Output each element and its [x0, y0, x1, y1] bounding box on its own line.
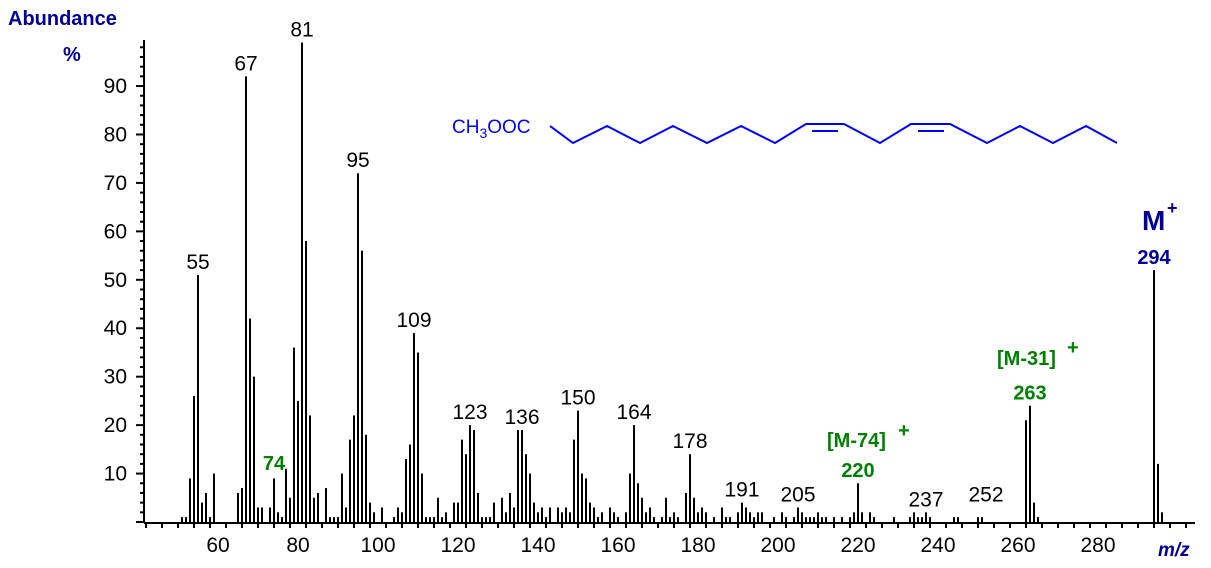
x-tick-label: 240: [920, 534, 955, 557]
svg-text:+: +: [898, 420, 910, 442]
y-tick-label: 20: [104, 414, 127, 437]
peak-label: 294: [1137, 247, 1171, 269]
svg-text:[M-31]: [M-31]: [997, 348, 1056, 370]
x-tick-label: 220: [840, 534, 875, 557]
peak-label: 220: [841, 460, 874, 482]
x-tick-label: 120: [440, 534, 475, 557]
svg-text:+: +: [1167, 198, 1178, 218]
peak-label: 109: [396, 309, 431, 332]
x-tick-label: 60: [206, 534, 229, 557]
peak-label: 136: [504, 406, 539, 429]
peak-label: 191: [724, 479, 759, 502]
y-tick-label: 30: [104, 366, 127, 389]
x-tick-label: 200: [760, 534, 795, 557]
y-tick-label: 80: [104, 123, 127, 146]
peak-annotations: 55 67 74 81 95 109 123 136 150 164 178 191 205 220 237…: [186, 18, 1171, 511]
peak-label: 252: [968, 483, 1003, 506]
svg-text:M: M: [1142, 205, 1165, 236]
y-tick-label: 10: [104, 463, 127, 486]
x-tick-label: 160: [600, 534, 635, 557]
peak-label: 237: [908, 488, 943, 511]
svg-text:+: +: [1067, 337, 1079, 359]
peak-label: 81: [290, 18, 313, 41]
peak-label: 164: [616, 401, 651, 424]
x-tick-label: 180: [680, 534, 715, 557]
x-tick-label: 80: [286, 534, 309, 557]
x-tick-label: 100: [360, 534, 395, 557]
peak-label: 95: [346, 149, 369, 172]
peak-bars: [181, 42, 1163, 522]
molecule-structure: CH3OOC: [452, 117, 1118, 145]
peak-label: 150: [560, 387, 595, 410]
y-tick-label: 70: [104, 172, 127, 195]
fragment-label-m74: [M-74] +: [827, 420, 910, 452]
peak-label: 123: [452, 401, 487, 424]
x-tick-label: 280: [1080, 534, 1115, 557]
ester-formula: CH3OOC: [452, 117, 531, 141]
peak-label: 55: [186, 251, 209, 274]
y-tick-label: 90: [104, 75, 127, 98]
peak-label: 74: [263, 453, 286, 475]
fragment-label-m31: [M-31] +: [997, 337, 1079, 370]
peak-label: 263: [1013, 383, 1046, 405]
molecular-ion-label: M +: [1142, 198, 1178, 236]
svg-text:[M-74]: [M-74]: [827, 430, 886, 452]
y-tick-label: 60: [104, 220, 127, 243]
x-tick-label: 140: [520, 534, 555, 557]
y-axis-title: Abundance: [8, 8, 117, 30]
y-tick-label: 40: [104, 317, 127, 340]
x-axis-title: m/z: [1158, 540, 1190, 561]
peak-label: 178: [672, 430, 707, 453]
y-axis-unit: %: [63, 44, 81, 66]
peak-label: 67: [234, 52, 257, 75]
carbon-chain: [549, 123, 1118, 145]
y-tick-label: 50: [104, 269, 127, 292]
axes: 10 20 30 40 50 60 70 80 90 60 80 100 120 140 160 180 200…: [104, 40, 1195, 557]
peak-label: 205: [780, 483, 815, 506]
x-tick-label: 260: [1000, 534, 1035, 557]
